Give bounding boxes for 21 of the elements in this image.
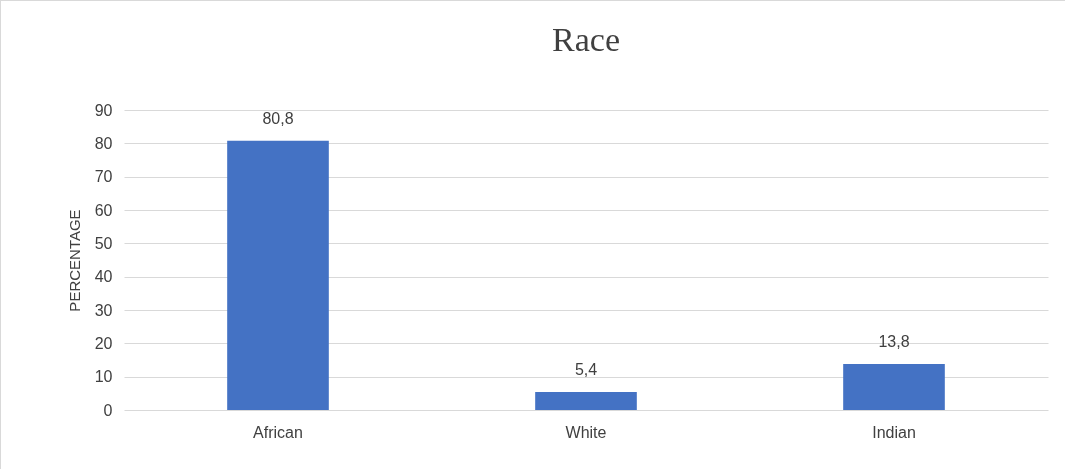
y-tick-label: 30 <box>94 301 113 319</box>
y-tick-label: 90 <box>94 101 113 119</box>
chart-title: Race <box>552 21 620 58</box>
y-tick-label: 70 <box>94 168 113 186</box>
y-tick-label: 10 <box>94 368 113 386</box>
y-tick-label: 60 <box>94 201 113 219</box>
y-tick-label: 0 <box>103 401 113 419</box>
x-tick-label: White <box>565 423 607 441</box>
x-tick-label: African <box>253 423 303 441</box>
x-tick-label: Indian <box>872 423 916 441</box>
y-tick-label: 40 <box>94 268 113 286</box>
y-tick-label: 20 <box>94 334 113 352</box>
bar <box>227 140 329 410</box>
bar <box>843 364 945 410</box>
data-label: 5,4 <box>574 361 598 378</box>
data-label: 80,8 <box>262 109 294 127</box>
data-label: 13,8 <box>878 333 910 350</box>
y-tick-label: 80 <box>94 134 113 152</box>
bar <box>535 392 637 410</box>
y-tick-label: 50 <box>94 234 113 252</box>
y-axis-title: PERCENTAGE <box>65 209 83 312</box>
